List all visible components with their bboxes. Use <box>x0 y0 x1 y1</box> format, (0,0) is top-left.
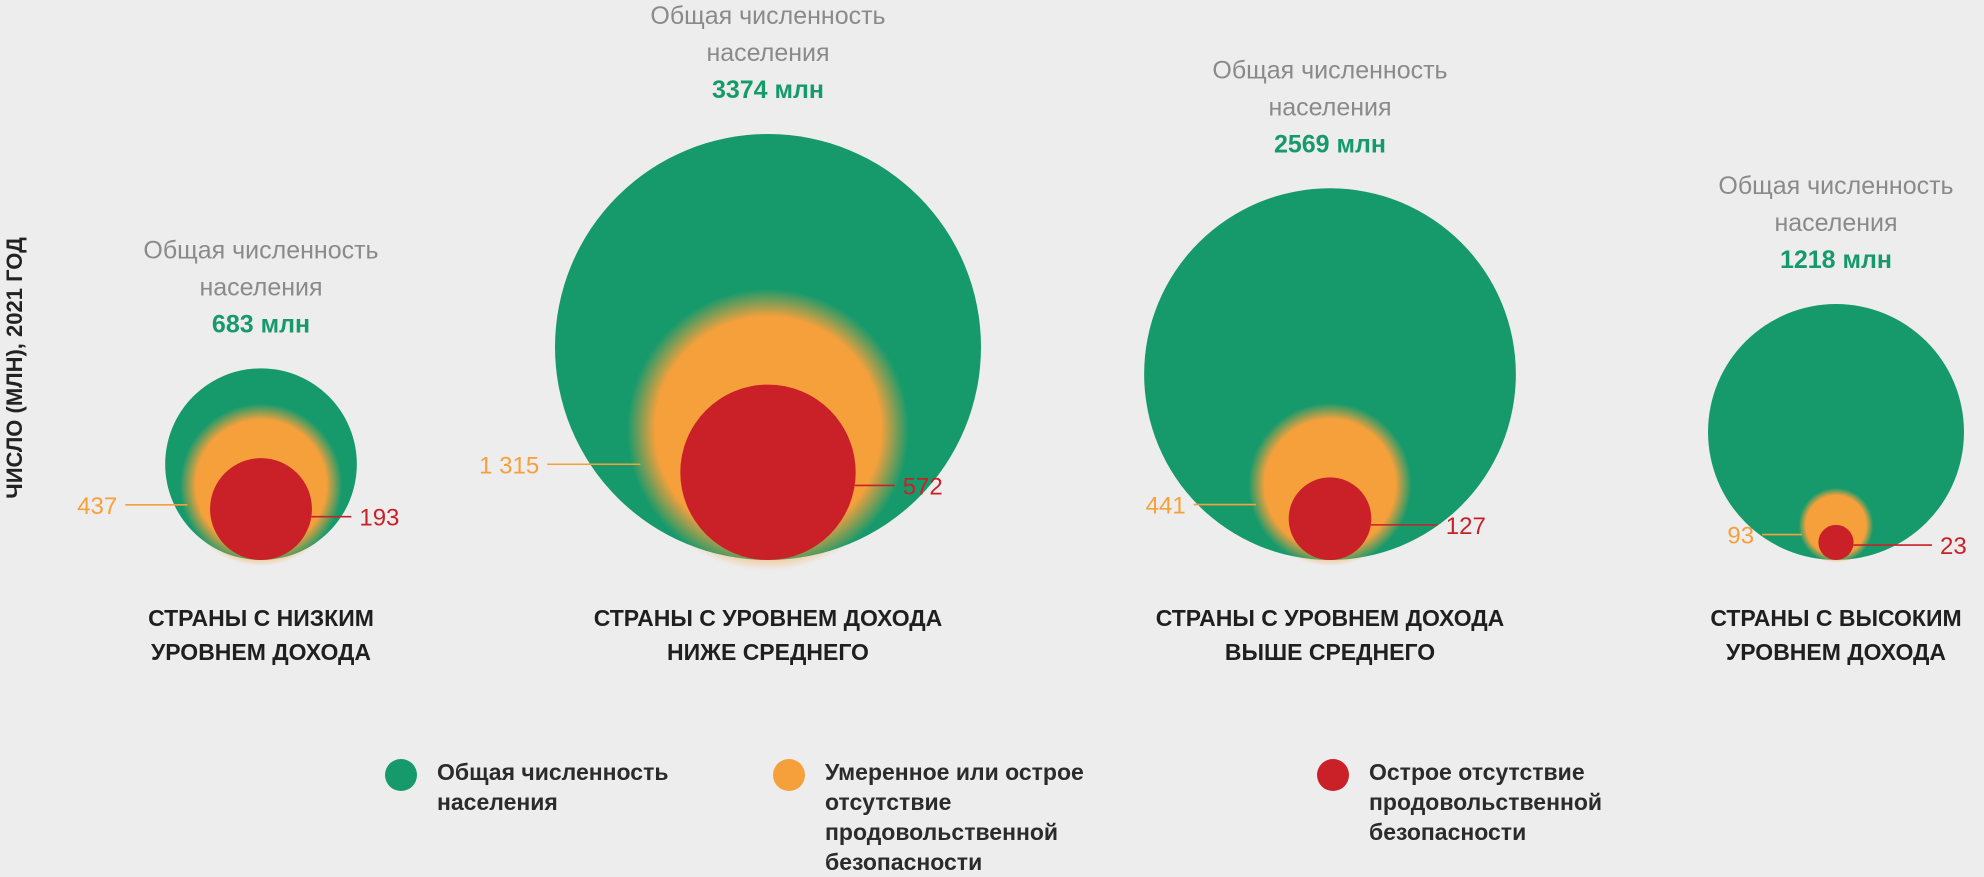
legend-total-swatch <box>385 759 417 791</box>
legend-severe-label: Острое отсутствие продовольственной безо… <box>1369 759 1603 845</box>
severe-insecurity-bubble <box>680 384 856 560</box>
group-name-line1: СТРАНЫ С ВЫСОКИМ <box>1710 605 1961 631</box>
bubble-chart: ЧИСЛО (МЛН), 2021 ГОД 437 193 Общая числен… <box>2 2 1967 665</box>
total-caption-line2: населения <box>706 39 829 67</box>
legend-item-total: Общая численность населения <box>385 757 797 817</box>
group-name-line1: СТРАНЫ С НИЗКИМ <box>148 605 374 631</box>
total-caption-line1: Общая численность <box>650 2 885 30</box>
total-caption-line1: Общая численность <box>1212 56 1447 84</box>
moderate-value-label: 437 <box>77 493 117 520</box>
severe-insecurity-bubble <box>1288 477 1372 560</box>
income-group-1: 437 193 Общая численность населения 683 млн С… <box>77 236 399 665</box>
total-caption-line1: Общая численность <box>1718 172 1953 200</box>
chart-canvas: ЧИСЛО (МЛН), 2021 ГОД 437 193 Общая числен… <box>2 2 1967 665</box>
moderate-value-label: 1 315 <box>479 452 539 479</box>
legend-severe-swatch <box>1317 759 1349 791</box>
total-value-label: 2569 млн <box>1274 130 1386 158</box>
group-name-line2: УРОВНЕМ ДОХОДА <box>1726 639 1946 665</box>
income-group-2: 1 315 572 Общая численность населения 3374 м… <box>479 2 981 665</box>
group-name-line2: НИЖЕ СРЕДНЕГО <box>667 639 869 665</box>
total-caption-line2: населения <box>1774 209 1897 237</box>
group-name-line2: УРОВНЕМ ДОХОДА <box>151 639 371 665</box>
legend-item-moderate: Умеренное или острое отсутствие продовол… <box>773 757 1185 877</box>
total-value-label: 683 млн <box>212 310 310 338</box>
severe-value-label: 193 <box>359 505 399 532</box>
legend-item-severe: Острое отсутствие продовольственной безо… <box>1317 757 1729 847</box>
group-name-line2: ВЫШЕ СРЕДНЕГО <box>1225 639 1435 665</box>
severe-insecurity-bubble <box>210 458 312 560</box>
group-name-line1: СТРАНЫ С УРОВНЕМ ДОХОДА <box>1156 605 1505 631</box>
group-name-line1: СТРАНЫ С УРОВНЕМ ДОХОДА <box>594 605 943 631</box>
legend-moderate-swatch <box>773 759 805 791</box>
legend: Общая численность населения Умеренное ил… <box>0 757 1984 875</box>
total-population-bubble <box>1708 304 1964 560</box>
severe-value-label: 127 <box>1446 513 1486 540</box>
total-caption-line2: населения <box>199 273 322 301</box>
total-population-bubble <box>1144 188 1516 560</box>
legend-moderate-label: Умеренное или острое отсутствие продовол… <box>825 759 1084 875</box>
total-caption-line2: населения <box>1268 93 1391 121</box>
severe-value-label: 572 <box>903 473 943 500</box>
income-group-3: 441 127 Общая численность населения 2569 млн… <box>1144 56 1516 665</box>
severe-value-label: 23 <box>1940 533 1967 560</box>
income-group-4: 93 23 Общая численность населения 1218 млн СТ… <box>1708 172 1967 665</box>
total-value-label: 1218 млн <box>1780 246 1892 274</box>
legend-total-label: Общая численность населения <box>437 759 669 815</box>
moderate-value-label: 441 <box>1146 493 1186 520</box>
moderate-value-label: 93 <box>1727 523 1754 550</box>
severe-insecurity-bubble <box>1818 524 1854 560</box>
groups-layer: 437 193 Общая численность населения 683 млн С… <box>77 2 1967 665</box>
y-axis-label: ЧИСЛО (МЛН), 2021 ГОД <box>2 237 27 499</box>
total-caption-line1: Общая численность <box>143 236 378 264</box>
total-value-label: 3374 млн <box>712 76 824 104</box>
